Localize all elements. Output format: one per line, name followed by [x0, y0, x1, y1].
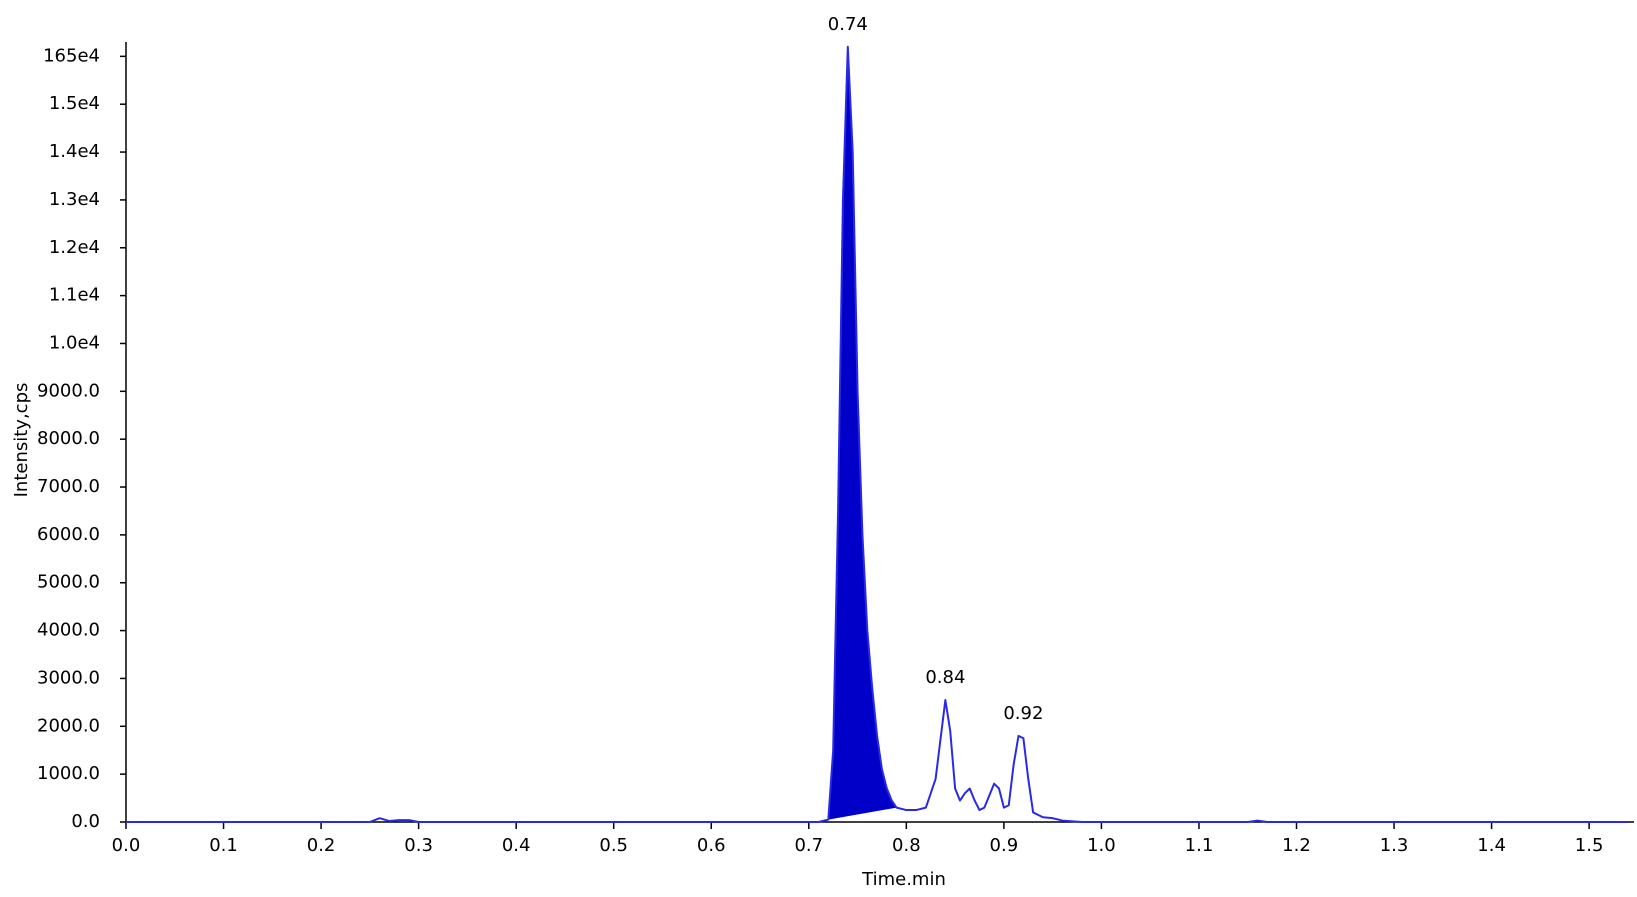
x-tick-label: 0.2: [307, 835, 336, 856]
x-tick-label: 1.1: [1185, 835, 1214, 856]
y-tick-label: 8000.0: [37, 428, 100, 449]
y-tick-label: 3000.0: [37, 667, 100, 688]
x-tick-label: 0.1: [209, 835, 238, 856]
y-tick-label: 9000.0: [37, 380, 100, 401]
y-axis-label: Intensity,cps: [11, 383, 32, 498]
y-tick-label: 1.5e4: [49, 93, 100, 114]
peak-label: 0.92: [1003, 703, 1043, 724]
y-tick-label: 1.4e4: [49, 141, 100, 162]
y-tick-label: 0.0: [71, 811, 100, 832]
y-tick-label: 1.1e4: [49, 285, 100, 306]
x-tick-label: 0.4: [502, 835, 531, 856]
x-tick-label: 0.5: [599, 835, 628, 856]
x-tick-label: 0.7: [794, 835, 823, 856]
y-tick-label: 7000.0: [37, 476, 100, 497]
x-tick-label: 1.0: [1087, 835, 1116, 856]
y-tick-label: 2000.0: [37, 715, 100, 736]
y-tick-label: 1.3e4: [49, 189, 100, 210]
peak-area: [828, 46, 897, 820]
x-tick-label: 1.5: [1575, 835, 1604, 856]
x-tick-label: 0.3: [404, 835, 433, 856]
y-tick-label: 1000.0: [37, 763, 100, 784]
y-tick-label: 6000.0: [37, 524, 100, 545]
x-axis-label: Time.min: [861, 869, 946, 890]
x-tick-label: 1.4: [1477, 835, 1506, 856]
trace: [126, 45, 1629, 823]
x-tick-label: 0.8: [892, 835, 921, 856]
y-tick-label: 4000.0: [37, 620, 100, 641]
y-tick-label: 1.0e4: [49, 332, 100, 353]
x-tick-label: 0.6: [697, 835, 726, 856]
x-tick-label: 0.0: [112, 835, 141, 856]
y-tick-label: 5000.0: [37, 572, 100, 593]
peak-label: 0.84: [925, 667, 965, 688]
x-tick-label: 1.3: [1380, 835, 1409, 856]
peak-label: 0.74: [828, 14, 868, 35]
x-tick-label: 1.2: [1282, 835, 1311, 856]
x-tick-label: 0.9: [990, 835, 1019, 856]
y-tick-label: 1.2e4: [49, 237, 100, 258]
y-tick-label: 165e4: [43, 45, 100, 66]
